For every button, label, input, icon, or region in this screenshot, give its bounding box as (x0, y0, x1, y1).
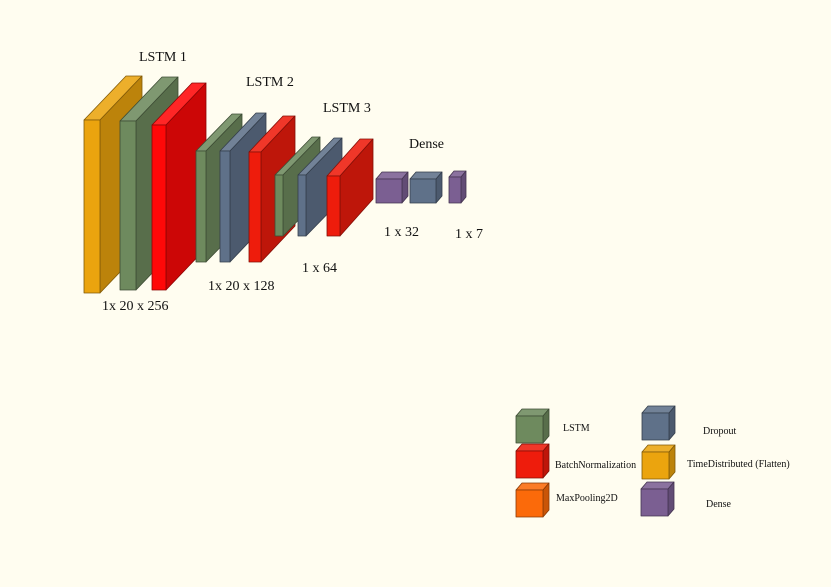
dim-label-1: 1x 20 x 256 (102, 299, 169, 314)
dim-label-4: 1 x 32 (384, 225, 419, 240)
legend-icons (515, 405, 676, 518)
dense-cube-icon (640, 481, 675, 517)
legend-label-dropout: Dropout (703, 426, 737, 437)
dense1-layer-block (375, 171, 409, 204)
dropout4-layer-block (409, 171, 443, 204)
legend-label-maxpool: MaxPooling2D (556, 493, 618, 504)
dense2-layer-block (448, 170, 467, 204)
legend-label-batchnorm: BatchNormalization (555, 460, 636, 471)
lstm1-title: LSTM 1 (139, 50, 187, 65)
layer-blocks (83, 75, 467, 294)
batchnorm3-layer-block (326, 138, 374, 237)
lstm2-title: LSTM 2 (246, 75, 294, 90)
legend: LSTM BatchNormalization MaxPooling2D Dro… (515, 405, 790, 518)
dim-label-2: 1x 20 x 128 (208, 279, 275, 294)
maxpool-cube-icon (515, 482, 550, 518)
dropout3-layer-block (297, 137, 343, 237)
lstm3-title: LSTM 3 (323, 101, 371, 116)
lstm-cube-icon (515, 408, 550, 444)
dense-title: Dense (409, 137, 444, 152)
batchnorm-cube-icon (515, 443, 550, 479)
legend-label-flatten: TimeDistributed (Flatten) (687, 459, 790, 470)
legend-label-dense: Dense (706, 499, 732, 510)
flatten-cube-icon (641, 444, 676, 480)
dim-label-5: 1 x 7 (455, 227, 483, 242)
dropout-cube-icon (641, 405, 676, 441)
legend-label-lstm: LSTM (563, 423, 590, 434)
dim-label-3: 1 x 64 (302, 261, 337, 276)
